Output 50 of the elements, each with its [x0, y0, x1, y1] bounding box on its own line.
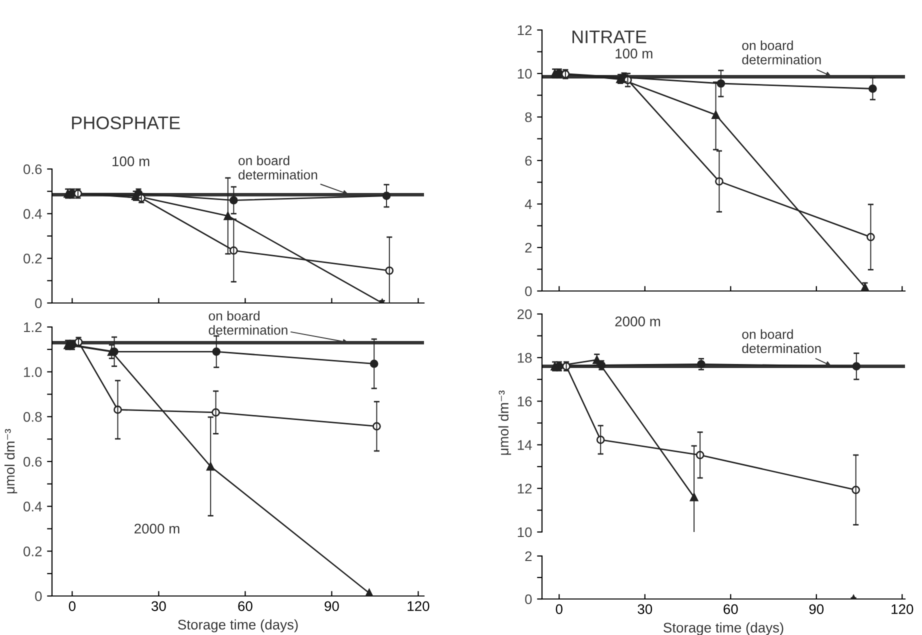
y-tick-label: 18 [518, 352, 532, 363]
x-tick-label: 30 [638, 604, 652, 614]
x-tick-label: 60 [238, 601, 252, 612]
x-tick-label: 90 [809, 604, 824, 614]
y-tick-label: 6 [525, 156, 532, 166]
y-tick-label: 8 [525, 112, 532, 122]
y-tick-label: 10 [518, 527, 532, 538]
y-tick-label: 2 [525, 242, 532, 253]
y-tick-label: 0.4 [24, 502, 42, 512]
text: 100 m [616, 48, 652, 58]
x-axis-title: Storage time (days) [178, 619, 298, 632]
y-tick-label: 12 [518, 484, 532, 494]
y-tick-label: 1.2 [24, 322, 42, 332]
y-tick-label: 0.8 [24, 412, 42, 422]
y-tick-label: 0 [525, 594, 532, 604]
chart-title: NITRATE [572, 30, 646, 44]
y-tick-label: 16 [518, 396, 532, 406]
ref-line-label: on board determination [208, 310, 288, 335]
x-tick-label: 120 [408, 601, 430, 612]
y-axis-title: μmol dm⁻³ [498, 390, 512, 455]
ref-line-label: on board determination [742, 40, 821, 64]
chart-subtitle: 2000 m [615, 316, 660, 326]
x-tick-label: 60 [724, 604, 738, 614]
y-tick-label: 0.2 [24, 546, 42, 556]
y-tick-label: 0.4 [24, 209, 42, 219]
y-tick-label: 0.6 [24, 456, 42, 467]
x-tick-label: 0 [68, 601, 76, 612]
chart-subtitle: 100 m [112, 156, 150, 166]
y-tick-label: 4 [524, 199, 532, 210]
y-tick-label: 12 [518, 25, 532, 36]
y-axis-title: μmol dm⁻³ [4, 429, 18, 494]
x-tick-label: 0 [556, 604, 562, 614]
y-tick-label: 20 [518, 309, 532, 320]
y-tick-label: 0 [35, 591, 42, 602]
x-tick-label: 120 [892, 604, 914, 614]
y-tick-label: 2 [525, 551, 532, 562]
x-tick-label: 30 [152, 601, 166, 612]
x-axis-title: Storage time (days) [664, 622, 784, 635]
text: 2000 m [134, 524, 180, 534]
y-tick-label: 0.2 [24, 254, 42, 264]
y-tick-label: 0.6 [24, 164, 42, 174]
y-tick-label: 0 [35, 298, 42, 308]
ref-line-label: on board determination [742, 329, 821, 354]
chart-title: PHOSPHATE [72, 116, 180, 130]
x-tick-label: 90 [324, 601, 339, 612]
y-tick-label: 14 [518, 440, 532, 450]
y-tick-label: 1.0 [24, 367, 42, 378]
y-tick-label: 10 [518, 68, 532, 79]
ref-line-label: on board determination [238, 156, 318, 180]
y-tick-label: 0 [525, 286, 532, 296]
